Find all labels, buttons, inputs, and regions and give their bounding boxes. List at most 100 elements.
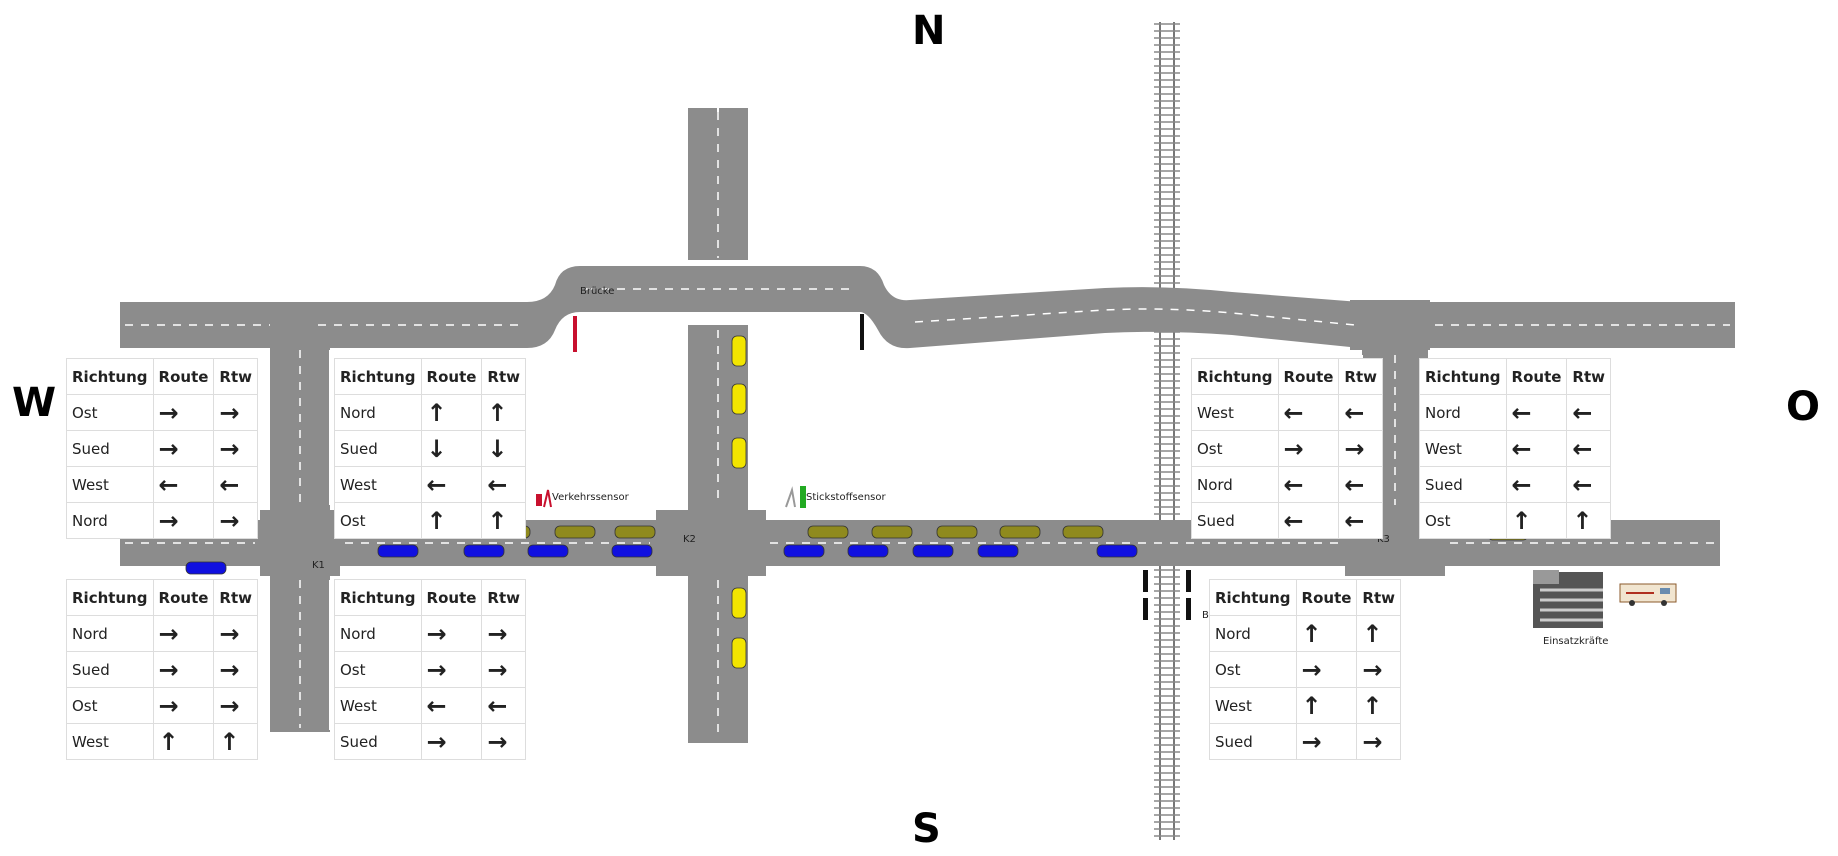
car [912,544,954,558]
table-row: West ↑ ↑ [66,723,258,760]
railway-barrier [1143,570,1191,620]
ambulance-arrow-icon: → [219,655,240,684]
nitrogen-sensor-icon [785,486,806,508]
table-row: Sued ← ← [1191,502,1383,539]
ambulance-arrow-icon: ↑ [1362,691,1383,720]
table-row: Nord ↑ ↑ [1209,615,1401,652]
route-arrow-icon: → [1283,434,1304,463]
table-row: West ← ← [1191,394,1383,431]
route-arrow-icon: → [158,506,179,535]
header-route: Route [420,579,483,616]
ambulance-arrow-icon: ← [1344,470,1365,499]
table-row: Ost → → [66,687,258,724]
ambulance-arrow-icon: → [487,619,508,648]
header-ambulance: Rtw [481,579,526,616]
car [1062,525,1104,539]
table-row: Sued → → [66,651,258,688]
fire-station-icon [1533,570,1603,628]
compass-east: O [1786,384,1821,430]
route-arrow-icon: → [1301,655,1322,684]
car [847,544,889,558]
car [807,525,849,539]
car [614,525,656,539]
car [871,525,913,539]
car [185,561,227,575]
table-row: Ost ↑ ↑ [1419,502,1611,539]
routing-table-rail: Richtung Route Rtw Nord ↑ ↑ Ost → → West ↑ ↑ S… [1209,579,1401,760]
header-route: Route [1277,358,1340,395]
table-row: Ost ↑ ↑ [334,502,526,539]
traffic-sensor-icon [536,489,552,508]
ambulance-arrow-icon: → [1362,655,1383,684]
table-row: Nord ← ← [1419,394,1611,431]
direction-cell: Nord [334,615,422,652]
compass-west: W [12,380,57,426]
ambulance-arrow-icon: ← [487,691,508,720]
table-row: West ← ← [334,687,526,724]
route-arrow-icon: ↑ [158,727,179,756]
route-arrow-icon: → [426,727,447,756]
direction-cell: West [334,466,422,503]
ambulance-arrow-icon: → [1344,434,1365,463]
ambulance-arrow-icon: ← [1572,470,1593,499]
header-ambulance: Rtw [213,579,258,616]
direction-cell: West [1191,394,1279,431]
route-arrow-icon: → [426,619,447,648]
table-row: West ↑ ↑ [1209,687,1401,724]
route-arrow-icon: → [158,691,179,720]
ambulance-arrow-icon: → [219,619,240,648]
table-row: Nord → → [66,615,258,652]
route-arrow-icon: ← [1283,398,1304,427]
nitrogen-sensor-label: Stickstoffsensor [806,492,886,503]
route-arrow-icon: ↑ [426,398,447,427]
route-arrow-icon: ← [1511,470,1532,499]
direction-cell: Sued [334,723,422,760]
ambulance-arrow-icon: ↓ [487,434,508,463]
direction-cell: Sued [1419,466,1507,503]
header-direction: Richtung [334,579,422,616]
route-arrow-icon: → [158,655,179,684]
lane-markings [125,112,1730,738]
route-arrow-icon: ← [426,691,447,720]
direction-cell: Nord [1191,466,1279,503]
route-arrow-icon: ← [1511,398,1532,427]
header-direction: Richtung [1419,358,1507,395]
ambulance-arrow-icon: → [487,655,508,684]
ambulance-arrow-icon: ← [1344,506,1365,535]
direction-cell: Ost [66,394,154,431]
routing-table-k2-bottom: Richtung Route Rtw Nord → → Ost → → West ← ← S… [334,579,526,760]
ambulance-arrow-icon: → [219,434,240,463]
car [731,335,747,367]
table-row: West ← ← [66,466,258,503]
direction-cell: Nord [66,502,154,539]
ambulance-arrow-icon: ← [1572,398,1593,427]
direction-cell: Ost [334,651,422,688]
ambulance-arrow-icon: → [219,691,240,720]
ambulance-arrow-icon: → [1362,727,1383,756]
car [554,525,596,539]
direction-cell: Sued [66,651,154,688]
direction-cell: Ost [334,502,422,539]
table-row: Nord ← ← [1191,466,1383,503]
direction-cell: Ost [66,687,154,724]
header-ambulance: Rtw [1566,358,1611,395]
route-arrow-icon: ↓ [426,434,447,463]
header-direction: Richtung [1191,358,1279,395]
car [377,544,419,558]
ambulance-arrow-icon: ↑ [1572,506,1593,535]
junction-k1-label: K1 [312,560,325,571]
direction-cell: Ost [1209,651,1297,688]
car [999,525,1041,539]
direction-cell: Nord [334,394,422,431]
header-direction: Richtung [66,579,154,616]
route-arrow-icon: ← [1283,506,1304,535]
direction-cell: Nord [1419,394,1507,431]
ambulance-arrow-icon: ← [1572,434,1593,463]
table-row: Nord → → [334,615,526,652]
junction-k3-label: K3 [1377,534,1390,545]
route-arrow-icon: ↑ [1301,691,1322,720]
routing-table-k3-right: Richtung Route Rtw Nord ← ← West ← ← Sued ← ← … [1419,358,1611,539]
direction-cell: West [1419,430,1507,467]
route-arrow-icon: ↑ [1511,506,1532,535]
routing-table-k1-bottom: Richtung Route Rtw Nord → → Sued → → Ost → → W… [66,579,258,760]
